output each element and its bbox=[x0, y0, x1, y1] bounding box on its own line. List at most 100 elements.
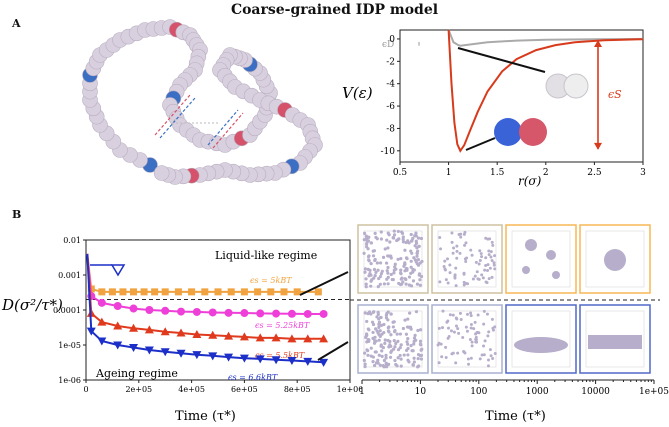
density-blob bbox=[478, 258, 482, 262]
density-blob bbox=[412, 342, 416, 346]
density-blob bbox=[487, 253, 491, 257]
data-point bbox=[98, 288, 106, 296]
density-blob bbox=[486, 334, 490, 338]
density-blob bbox=[476, 330, 480, 334]
chain-bead bbox=[153, 165, 170, 181]
density-blob bbox=[411, 279, 416, 283]
density-blob bbox=[486, 364, 490, 368]
density-blob bbox=[414, 234, 418, 238]
density-blob bbox=[395, 332, 399, 336]
potential-plot: V(ε) r(σ) ϵD ϵS 0.5 1 1.5 2 2.5 3 0 -2 -4 -6 -8 -10 bbox=[342, 29, 646, 188]
data-point bbox=[314, 288, 322, 296]
density-blob bbox=[396, 348, 401, 352]
density-blob bbox=[374, 327, 378, 331]
epsilon-s-label: ϵS bbox=[608, 88, 622, 101]
density-blob bbox=[367, 235, 371, 239]
density-blob bbox=[458, 251, 462, 255]
x-tick-label: 3 bbox=[640, 168, 646, 178]
x-tick-label: 10000 bbox=[581, 387, 610, 397]
snapshot-inner-frame bbox=[437, 230, 497, 288]
data-point bbox=[177, 307, 186, 316]
density-blob bbox=[469, 326, 473, 330]
density-blob bbox=[399, 271, 403, 275]
density-blob bbox=[458, 311, 462, 315]
data-point bbox=[208, 308, 217, 317]
density-blob bbox=[440, 355, 444, 359]
density-blob bbox=[447, 334, 451, 338]
density-blob bbox=[363, 270, 367, 274]
density-blob bbox=[487, 330, 491, 334]
density-blob bbox=[413, 244, 417, 248]
density-blob bbox=[366, 353, 370, 357]
density-blob bbox=[407, 275, 412, 279]
density-blob bbox=[374, 350, 378, 354]
density-blob bbox=[470, 253, 474, 257]
density-blob bbox=[381, 364, 385, 368]
pointer-arrow bbox=[457, 47, 546, 73]
density-blob bbox=[373, 257, 377, 262]
data-point bbox=[144, 346, 154, 355]
data-point bbox=[113, 321, 123, 330]
density-blob bbox=[378, 363, 382, 367]
density-blob bbox=[399, 364, 403, 368]
series-line bbox=[86, 253, 324, 364]
snapshot-inner-frame bbox=[363, 310, 423, 368]
density-blob bbox=[369, 354, 373, 358]
density-blob bbox=[369, 261, 373, 266]
density-blob bbox=[363, 311, 367, 315]
density-blob bbox=[413, 333, 417, 337]
density-blob bbox=[364, 282, 368, 286]
density-blob bbox=[419, 353, 424, 357]
y-tick-label: 1e-05 bbox=[58, 341, 81, 350]
density-blob bbox=[393, 345, 397, 349]
density-blob bbox=[464, 241, 468, 245]
data-point bbox=[224, 353, 234, 362]
density-blob bbox=[484, 264, 488, 268]
density-blob bbox=[472, 327, 476, 331]
data-point bbox=[113, 302, 122, 311]
data-point bbox=[176, 349, 186, 358]
data-point bbox=[192, 307, 201, 316]
density-blob bbox=[387, 362, 391, 366]
density-blob bbox=[399, 277, 403, 281]
x-tick-label: 8e+05 bbox=[284, 385, 311, 394]
density-blob bbox=[482, 309, 486, 313]
density-blob bbox=[453, 276, 457, 280]
density-blob bbox=[493, 267, 497, 271]
density-blob bbox=[480, 353, 484, 357]
density-blob bbox=[383, 338, 387, 342]
density-blob bbox=[412, 268, 416, 272]
data-point bbox=[319, 309, 328, 318]
density-blob bbox=[444, 278, 448, 282]
density-blob bbox=[471, 277, 475, 281]
density-blob bbox=[406, 358, 410, 362]
diffusion-plot: D(σ²/τ*) Time (τ*) Liquid-like regime Ag… bbox=[1, 236, 362, 424]
density-blob bbox=[489, 250, 493, 254]
y-tick-label: 1e-06 bbox=[58, 376, 81, 385]
density-blob bbox=[409, 265, 413, 269]
x-tick-label: 2.5 bbox=[587, 168, 602, 178]
diffusion-y-axis-label: D(σ²/τ*) bbox=[1, 296, 63, 314]
density-blob bbox=[415, 282, 420, 286]
droplet bbox=[552, 271, 560, 279]
red-bead bbox=[519, 118, 547, 146]
density-blob bbox=[407, 325, 411, 329]
data-point bbox=[160, 327, 170, 336]
density-blob bbox=[408, 311, 412, 315]
density-blob bbox=[390, 277, 394, 282]
density-blob bbox=[377, 276, 381, 281]
data-point bbox=[224, 308, 233, 317]
density-blob bbox=[482, 344, 486, 348]
data-point bbox=[240, 309, 249, 318]
x-tick-label: 1000 bbox=[526, 387, 549, 397]
density-blob bbox=[363, 267, 368, 271]
density-blob bbox=[391, 236, 395, 240]
density-blob bbox=[401, 235, 405, 239]
density-blob bbox=[403, 269, 407, 273]
density-blob bbox=[373, 274, 377, 278]
density-blob bbox=[376, 361, 380, 365]
density-blob bbox=[386, 326, 390, 330]
density-blob bbox=[416, 328, 420, 333]
density-blob bbox=[448, 313, 452, 317]
density-blob bbox=[366, 327, 370, 331]
